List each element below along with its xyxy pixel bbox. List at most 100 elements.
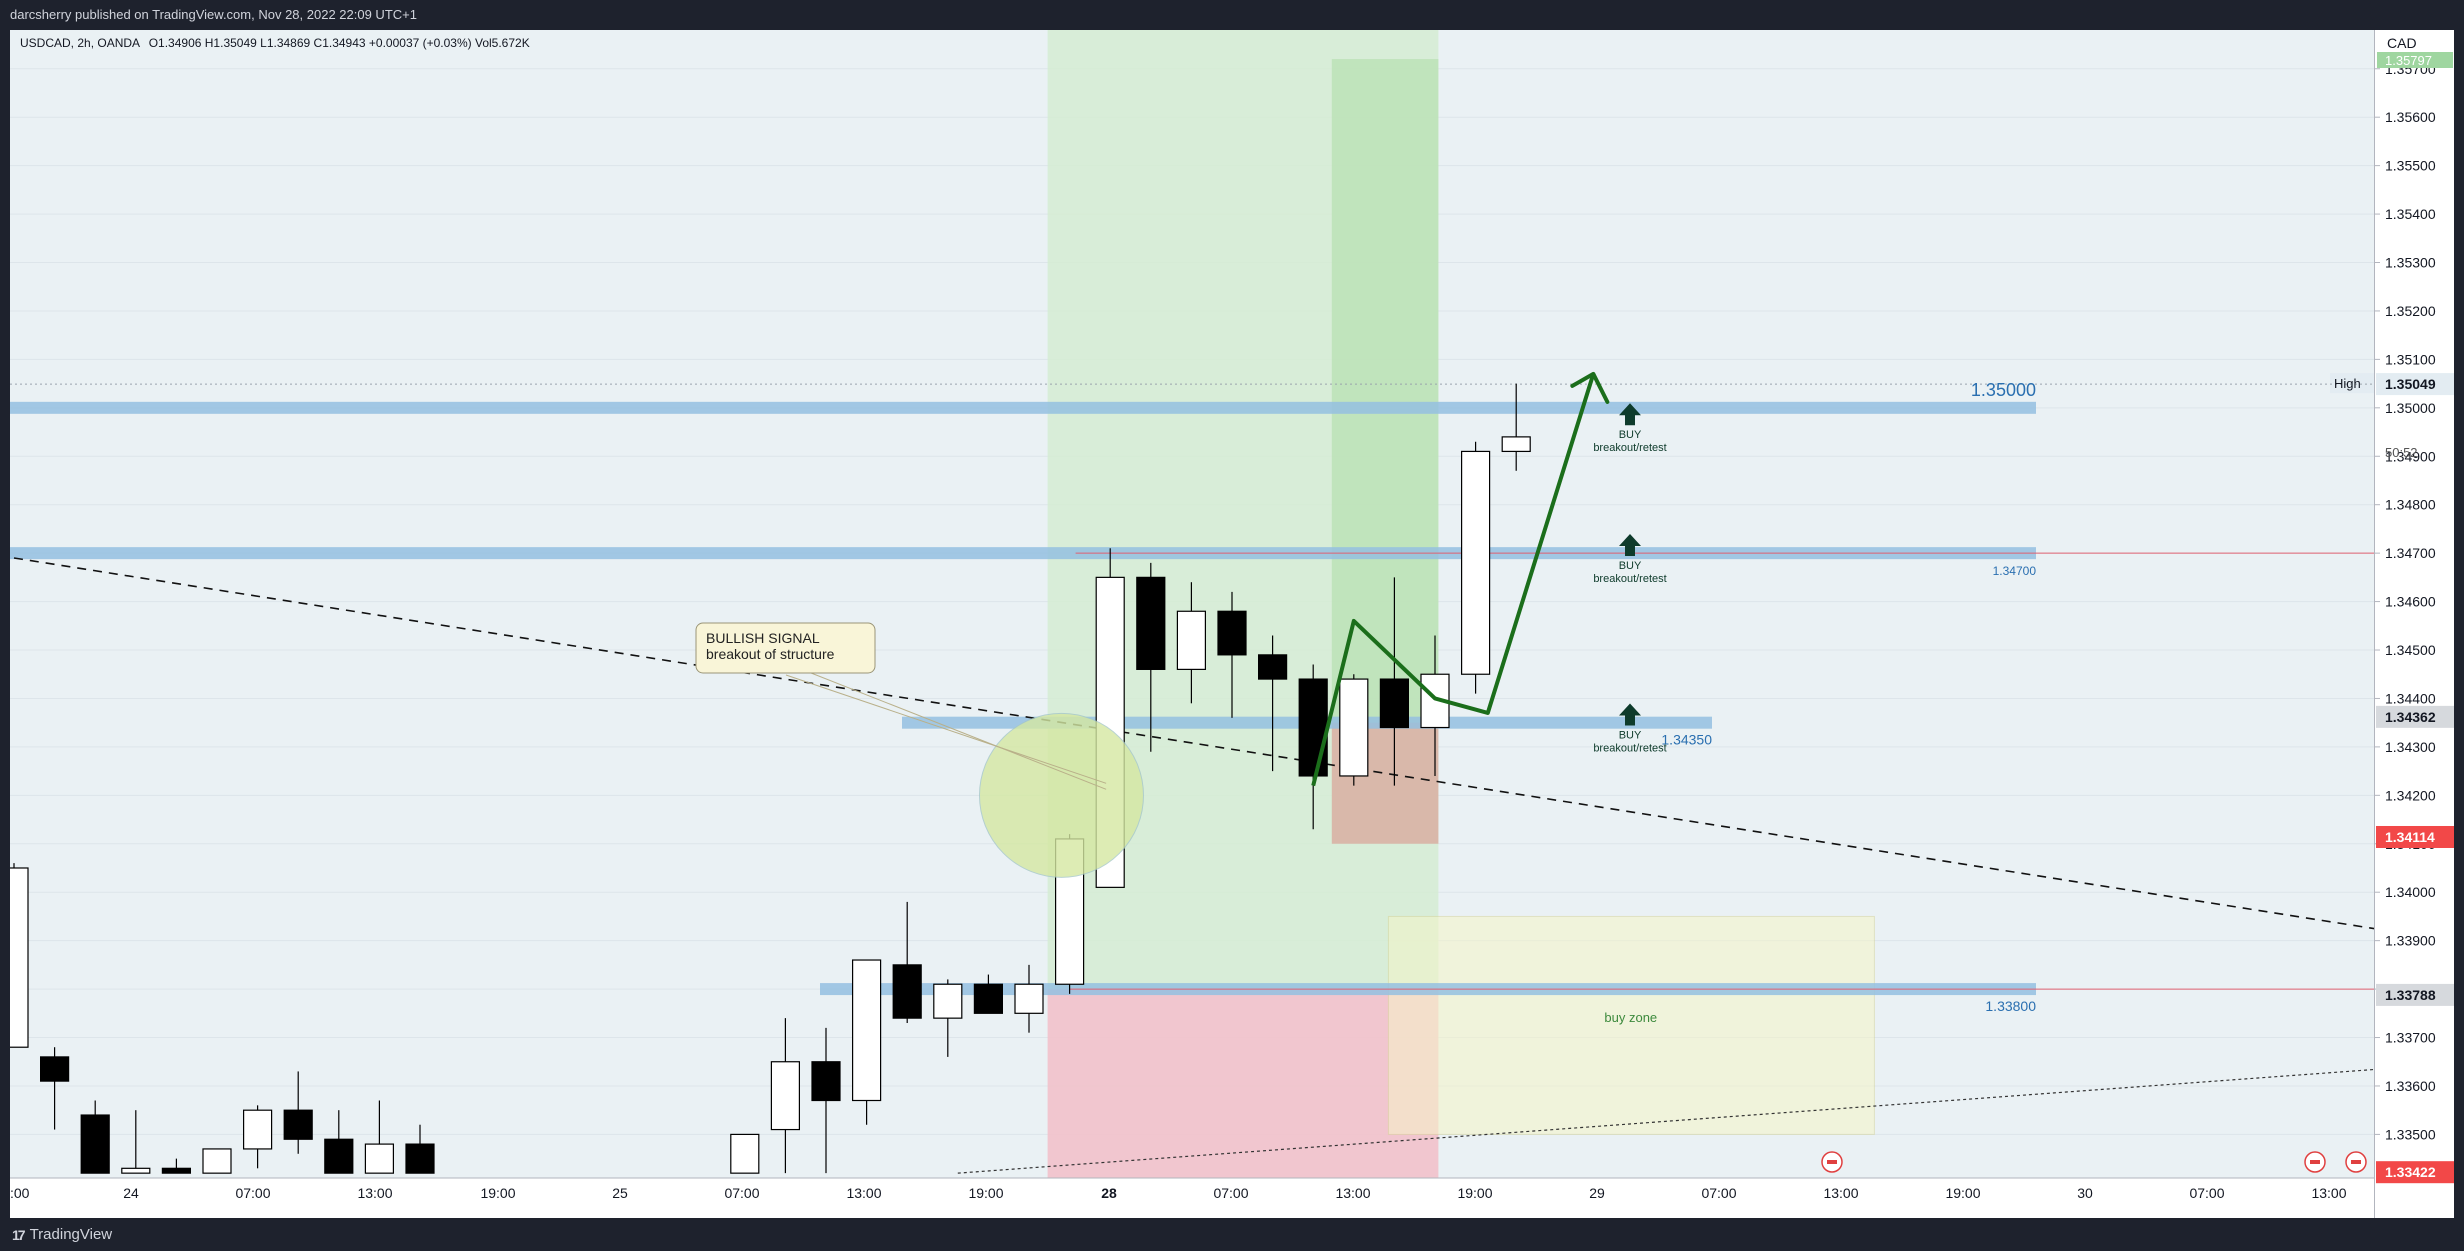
buy-zone-label: buy zone (1604, 1010, 1657, 1025)
price-tick-label: 1.33700 (2385, 1030, 2436, 1046)
time-tick-label: 19:00 (1945, 1185, 1980, 1201)
level-134700-band (10, 547, 2036, 560)
callout-pointer (805, 670, 1107, 790)
price-tick-label: 1.34900 (2385, 448, 2436, 464)
price-axis-canvas[interactable]: 1.357001.356001.355001.354001.353001.352… (2375, 30, 2455, 1218)
price-tick-label: 1.34700 (2385, 545, 2436, 561)
candle-bearish (1136, 576, 1166, 670)
candle-bullish (364, 1143, 394, 1174)
chart-pane[interactable]: buy zone 1.35000 1.34700 1.34350 1.33800 BULL… (10, 30, 2374, 1218)
time-tick-label: 13:00 (1335, 1185, 1370, 1201)
time-tick-label: 25 (612, 1185, 628, 1201)
callout-pointer (785, 674, 1107, 784)
footer-bar: 17 TradingView (0, 1218, 2464, 1251)
lower-dotted-trendline (957, 1068, 2374, 1174)
candle-bearish (973, 983, 1004, 1014)
time-tick-label: 19:00 (968, 1185, 1003, 1201)
projected-arrow-head (1570, 371, 1610, 404)
red-price-tag: 1.34114 (2385, 829, 2435, 845)
time-tick-label: :00 (10, 1185, 30, 1201)
buy-zone-box (1387, 915, 1875, 1135)
candle-bearish (892, 964, 922, 1019)
chart-canvas[interactable]: buy zone 1.35000 1.34700 1.34350 1.33800 BULL… (10, 30, 2374, 1218)
high-price-tag-bg (2376, 373, 2454, 396)
price-tick-label: 1.35100 (2385, 351, 2436, 367)
breakout-highlight-circle (978, 712, 1144, 878)
candle-bearish (1257, 654, 1288, 680)
candle-bullish (1014, 983, 1044, 1014)
price-tick-label: 1.34800 (2385, 497, 2436, 513)
price-axis[interactable]: 1.35700 1.35600 1.35500 1.35400 1.35300 1.352… (2374, 30, 2455, 1218)
price-tick-label: 1.34200 (2385, 787, 2436, 803)
buy-arrow-icon (1619, 403, 1641, 426)
price-tick-label: 1.35000 (2385, 400, 2436, 416)
currency-label: CAD (2387, 35, 2417, 51)
price-tick-label: 1.35400 (2385, 206, 2436, 222)
time-tick-label: 07:00 (2189, 1185, 2224, 1201)
high-price-tag: 1.35049 (2385, 376, 2436, 392)
buy-arrow-icon (1619, 533, 1641, 556)
level-133800-label: 1.33800 (1985, 998, 2036, 1014)
high-label-bg (2330, 373, 2374, 394)
bottom-price-tag-bg (2376, 1161, 2454, 1184)
bottom-price-tag: 1.33422 (2385, 1164, 2436, 1180)
position2-profit-zone (1331, 59, 1439, 723)
tradingview-logo[interactable]: 17 TradingView (12, 1226, 112, 1243)
candle-bullish (730, 1133, 760, 1174)
brand-name: TradingView (29, 1226, 113, 1243)
callout-title: BULLISH SIGNAL (706, 630, 820, 646)
candle-bullish (202, 1148, 232, 1174)
price-tick-label: 1.35500 (2385, 158, 2436, 174)
level-134700-label: 1.34700 (1993, 564, 2037, 578)
time-tick-label: 13:00 (1823, 1185, 1858, 1201)
candle-bullish (243, 1109, 273, 1150)
buy-label: BUY (1619, 429, 1642, 441)
time-tick-label: 19:00 (1457, 1185, 1492, 1201)
legend-symbol: USDCAD, 2h, OANDA (20, 36, 140, 50)
buy-sublabel: breakout/retest (1593, 743, 1666, 755)
candle-bullish (1176, 610, 1207, 670)
price-tick-label: 1.34400 (2385, 690, 2436, 706)
callout-subtitle: breakout of structure (706, 646, 835, 662)
candle-bullish (933, 983, 963, 1019)
event-flag-icon-mark (1827, 1160, 1837, 1164)
price-tick-label: 1.34500 (2385, 642, 2436, 658)
level-price-tag: 1.33788 (2385, 987, 2436, 1003)
candle-bullish (121, 1167, 151, 1174)
current-price-tag-bg (2376, 705, 2454, 728)
time-tick-label: 07:00 (235, 1185, 270, 1201)
time-tick-label: 13:00 (357, 1185, 392, 1201)
price-tick-label: 1.34600 (2385, 594, 2436, 610)
high-label: High (2334, 376, 2361, 391)
projected-path-arrow (1311, 373, 1596, 787)
candle-bullish (851, 959, 882, 1102)
candle-bearish (161, 1167, 191, 1174)
publish-header: darcsherry published on TradingView.com,… (0, 0, 2464, 30)
time-tick-label: 13:00 (846, 1185, 881, 1201)
price-tick-label: 1.33600 (2385, 1078, 2436, 1094)
position-stop-zone (1047, 989, 1439, 1178)
buy-arrow-icon (1619, 703, 1641, 726)
price-tick-label: 1.34000 (2385, 884, 2436, 900)
red-price-tag-bg (2376, 825, 2454, 848)
candle-bearish (1217, 610, 1247, 656)
candle-bearish (405, 1143, 435, 1174)
publish-line: darcsherry published on TradingView.com,… (10, 7, 417, 22)
time-tick-label: 29 (1589, 1185, 1605, 1201)
level-134350-label: 1.34350 (1661, 732, 1712, 748)
price-tick-label: 1.35300 (2385, 255, 2436, 271)
candle-bullish (1501, 436, 1531, 453)
bar-countdown: 50:52 (2385, 445, 2418, 460)
candle-bearish (283, 1109, 313, 1140)
time-tick-label: 07:00 (1213, 1185, 1248, 1201)
level-135000-label: 1.35000 (1971, 380, 2036, 400)
candle-bearish (1298, 678, 1328, 777)
event-flag-icon-mark (2351, 1160, 2361, 1164)
time-tick-label: 19:00 (480, 1185, 515, 1201)
price-tick-label: 1.35200 (2385, 303, 2436, 319)
level-price-tag-bg (2376, 983, 2454, 1006)
dashed-trendline (13, 557, 2374, 930)
candle-bearish (811, 1061, 841, 1102)
time-tick-label: 07:00 (724, 1185, 759, 1201)
time-tick-label: 07:00 (1701, 1185, 1736, 1201)
